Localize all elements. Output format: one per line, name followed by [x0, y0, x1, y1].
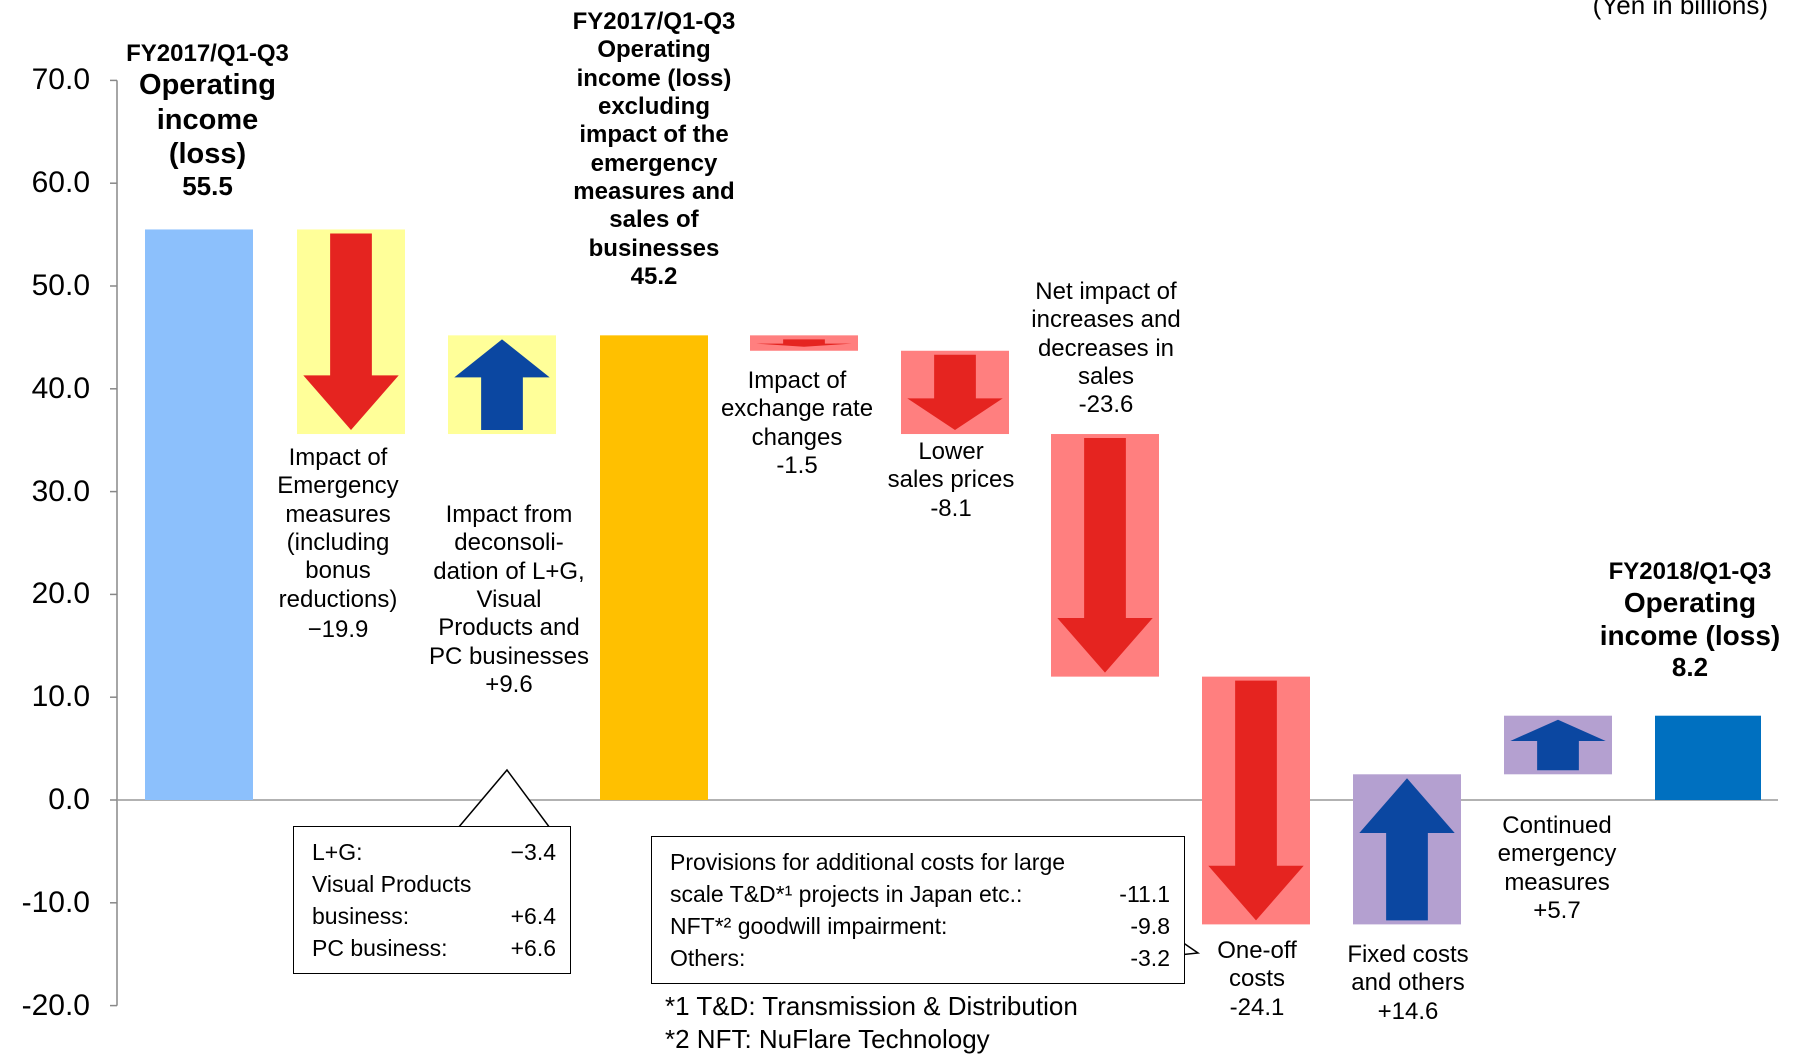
bar-label-fy2017: FY2017/Q1-Q3 Operating income (loss) 55.5	[100, 40, 315, 202]
arrow-prices	[907, 354, 1003, 431]
bar-value-label: +9.6	[485, 670, 533, 698]
callout-row-name: Others:	[670, 945, 746, 971]
bar-label-text: Impact of Emergency measures (including …	[277, 444, 399, 613]
bar-label-text: Continued emergency measures	[1497, 812, 1617, 896]
callout-row-value: -11.1	[1119, 881, 1170, 907]
callout-row-name: Visual Products	[312, 871, 472, 897]
bar-label-line: Operating	[139, 69, 276, 102]
bar-label-deconsolidation: Impact from deconsoli- dation of L+G, Vi…	[418, 501, 600, 699]
callout-row-value: -9.8	[1130, 913, 1170, 939]
bar-label-text: Net impact of increases and decreases in…	[1031, 278, 1181, 390]
arrow-continued	[1510, 719, 1606, 771]
callout-row-name: PC business:	[312, 935, 448, 961]
arrow-fixed	[1359, 778, 1455, 921]
arrow-sales	[1057, 438, 1153, 673]
callout-row: Visual Products	[312, 868, 556, 900]
callout-row-name: NFT*² goodwill impairment:	[670, 913, 948, 939]
y-tick-label: -10.0	[21, 885, 90, 919]
bar-label-line: FY2018/Q1-Q3	[1608, 558, 1772, 585]
bar-value-label: +5.7	[1533, 896, 1581, 924]
y-tick-label: -20.0	[21, 988, 90, 1022]
y-tick-label: 50.0	[31, 269, 90, 302]
callout-row: scale T&D*¹ projects in Japan etc.: -11.1	[670, 878, 1170, 910]
callout-row: NFT*² goodwill impairment: -9.8	[670, 910, 1170, 942]
bar-fy2018	[1655, 715, 1761, 800]
callout-one-off-costs-breakdown: Provisions for additional costs for larg…	[651, 836, 1185, 984]
arrow-deconsolidation	[454, 339, 550, 431]
bar-label-text: One-off costs	[1217, 937, 1297, 993]
bar-label-continued: Continued emergency measures +5.7	[1467, 812, 1647, 925]
footnote-1: *1 T&D: Transmission & Distribution	[665, 991, 1078, 1021]
bar-label-text: FY2018/Q1-Q3 Operating income (loss)	[1570, 558, 1810, 652]
bar-value-label: 8.2	[1671, 652, 1709, 683]
callout-row: business: +6.4	[312, 900, 556, 932]
y-tick-label: 70.0	[31, 63, 90, 97]
callout-row: Others: -3.2	[670, 942, 1170, 974]
bar-label-fx: Impact of exchange rate changes -1.5	[706, 367, 888, 480]
bar-label-text: Lower sales prices	[887, 438, 1015, 494]
bar-fy2017	[145, 229, 253, 800]
y-tick-label: 60.0	[31, 166, 90, 200]
callout-row-name: L+G:	[312, 839, 363, 865]
bar-value-label: -8.1	[930, 494, 972, 522]
callout-row-value: -3.2	[1130, 945, 1170, 971]
callout-row-name: Provisions for additional costs for larg…	[670, 849, 1066, 875]
bar-label-emergency: Impact of Emergency measures (including …	[262, 444, 414, 644]
bar-fy2017_excl	[600, 335, 708, 800]
bar-value-label: -23.6	[1078, 391, 1134, 419]
callout-row: Provisions for additional costs for larg…	[670, 846, 1170, 878]
bar-label-line: FY2017/Q1-Q3	[126, 40, 289, 67]
bar-label-prices: Lower sales prices -8.1	[870, 438, 1032, 523]
bar-label-line: income (loss)	[1599, 620, 1781, 652]
bar-value-label: -24.1	[1229, 993, 1285, 1021]
callout-row: L+G: −3.4	[312, 836, 556, 868]
y-tick-label: 40.0	[31, 371, 90, 405]
bar-label-fixed: Fixed costs and others +14.6	[1323, 941, 1493, 1026]
arrow-fx	[756, 339, 852, 347]
unit-label: (Yen in billions)	[1592, 0, 1768, 20]
bar-value-label: 55.5	[182, 170, 233, 201]
bar-label-line: income	[156, 103, 259, 136]
bar-value-label: 45.2	[630, 262, 678, 290]
arrow-emergency	[303, 233, 399, 431]
callout-row-value: +6.4	[510, 903, 556, 929]
y-tick-label: 30.0	[31, 474, 90, 508]
arrow-oneoff	[1208, 680, 1304, 921]
bar-label-text: FY2017/Q1-Q3 Operating income (loss)	[100, 40, 315, 171]
bar-value-label: −19.9	[307, 615, 369, 643]
callout-row: PC business: +6.6	[312, 932, 556, 964]
footnotes: *1 T&D: Transmission & Distribution *2 N…	[665, 990, 1078, 1056]
bar-label-text: Impact of exchange rate changes	[720, 367, 874, 451]
callout-pointer-1	[456, 768, 552, 829]
y-tick-label: 20.0	[31, 577, 90, 611]
footnote-2: *2 NFT: NuFlare Technology	[665, 1024, 990, 1054]
bar-label-line: (loss)	[168, 137, 247, 170]
callout-row-value: +6.6	[510, 935, 556, 961]
bar-label-fy2018: FY2018/Q1-Q3 Operating income (loss) 8.2	[1570, 558, 1810, 683]
bar-label-text: Fixed costs and others	[1347, 941, 1469, 997]
bar-label-text: FY2017/Q1-Q3 Operating income (loss) exc…	[572, 8, 736, 262]
bar-value-label: +14.6	[1377, 997, 1439, 1025]
callout-row-value: −3.4	[510, 839, 556, 865]
bar-label-oneoff: One-off costs -24.1	[1176, 937, 1338, 1022]
y-tick-label: 10.0	[31, 680, 90, 714]
callout-row-name: business:	[312, 903, 410, 929]
y-tick-label: 0.0	[48, 783, 90, 816]
bar-label-fy2017_excl: FY2017/Q1-Q3 Operating income (loss) exc…	[554, 8, 754, 291]
bar-label-sales: Net impact of increases and decreases in…	[1010, 278, 1202, 420]
callout-row-name: scale T&D*¹ projects in Japan etc.:	[670, 881, 1023, 907]
bar-value-label: -1.5	[776, 451, 818, 479]
bar-label-line: Operating	[1623, 587, 1757, 619]
callout-deconsolidation-breakdown: L+G: −3.4 Visual Products business: +6.4 PC b…	[293, 826, 571, 974]
bar-label-text: Impact from deconsoli- dation of L+G, Vi…	[428, 501, 590, 670]
